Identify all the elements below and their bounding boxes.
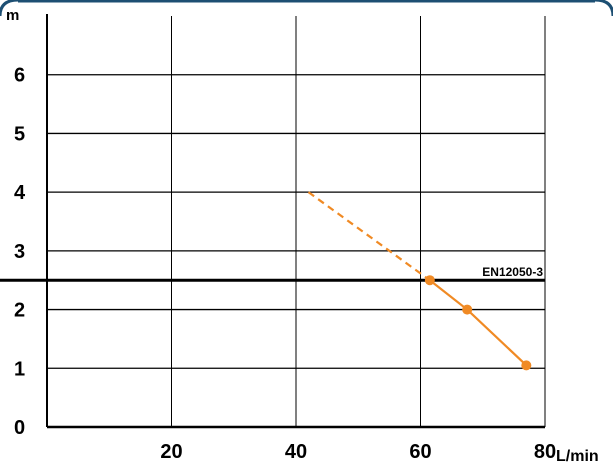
y-tick-label: 2: [14, 300, 25, 322]
y-tick-label: 3: [14, 241, 25, 263]
y-tick-label: 4: [14, 182, 26, 204]
x-tick-labels: 20 40 60 80: [160, 441, 556, 463]
vertical-gridlines: [171, 16, 546, 427]
x-axis-label: L/min: [556, 448, 599, 463]
data-point: [521, 360, 532, 371]
y-tick-label: 6: [14, 65, 25, 87]
reference-line-label: EN12050-3: [482, 265, 543, 279]
frame-corner-left: [0, 0, 19, 17]
measured-line: [429, 279, 528, 367]
y-tick-label: 5: [14, 123, 25, 145]
x-tick-label: 80: [534, 441, 556, 463]
extrapolated-line: [307, 191, 431, 282]
horizontal-gridlines: [47, 74, 545, 369]
axes: [46, 14, 545, 429]
series-group: [307, 191, 532, 371]
y-tick-labels: 0 1 2 3 4 5 6: [14, 65, 26, 439]
y-tick-label: 0: [14, 417, 25, 439]
reference-line-group: EN12050-3: [0, 265, 545, 282]
data-point: [462, 304, 473, 315]
frame-corner-right: [594, 0, 613, 17]
y-tick-label: 1: [14, 358, 25, 380]
x-tick-label: 20: [160, 441, 182, 463]
x-tick-label: 60: [409, 441, 431, 463]
x-tick-label: 40: [285, 441, 307, 463]
y-axis-label: m: [6, 7, 19, 24]
